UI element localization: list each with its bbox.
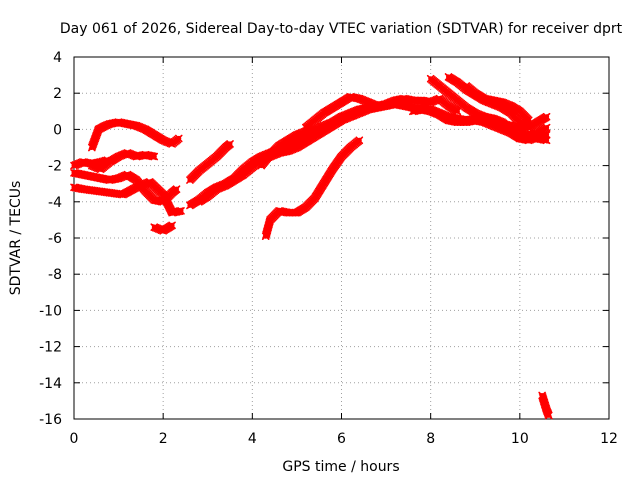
series-arc-5 [88, 118, 183, 152]
series-arc-12 [261, 136, 364, 240]
data-point-cross [453, 107, 462, 116]
y-tick-label: 0 [53, 122, 62, 138]
series-arc-6 [150, 221, 176, 235]
data-point-cross [177, 207, 185, 215]
x-tick-label: 2 [159, 431, 168, 447]
data-point-cross [355, 136, 364, 145]
data-point-cross [175, 207, 184, 215]
series-arc-18 [538, 391, 553, 420]
data-series [70, 73, 553, 420]
x-tick-label: 8 [426, 431, 435, 447]
series-arc-3 [70, 169, 181, 206]
data-point-cross [172, 185, 181, 193]
series-arc-4 [88, 149, 159, 174]
axis-ticks [73, 56, 610, 420]
y-tick-label: 4 [53, 50, 62, 66]
data-point-cross [148, 152, 157, 161]
y-tick-label: -16 [39, 412, 62, 428]
y-tick-label: -4 [48, 195, 62, 211]
data-point-cross [150, 152, 159, 161]
y-tick-label: -14 [39, 376, 62, 392]
data-point-cross [168, 221, 176, 230]
y-tick-label: -10 [39, 303, 62, 319]
y-axis-title: SDTVAR / TECUs [8, 181, 24, 296]
y-tick-label: -8 [48, 267, 62, 283]
x-tick-label: 12 [600, 431, 618, 447]
x-tick-label: 10 [511, 431, 529, 447]
data-point-cross [542, 112, 551, 121]
data-point-cross [542, 123, 551, 132]
y-tick-label: 2 [53, 86, 62, 102]
x-tick-label: 4 [248, 431, 257, 447]
x-axis-title: GPS time / hours [282, 459, 399, 475]
series-arc-17 [462, 82, 533, 125]
data-point-cross [545, 411, 553, 420]
x-axis-tick-labels: 0 2 4 6 8 10 12 [70, 431, 618, 447]
y-tick-label: -2 [48, 159, 62, 175]
data-point-cross [226, 140, 234, 148]
chart-title: Day 061 of 2026, Sidereal Day-to-day VTE… [60, 21, 623, 37]
y-tick-label: -12 [39, 340, 62, 356]
data-point-cross [524, 116, 533, 125]
series-arc-15 [426, 74, 551, 143]
data-point-cross [174, 134, 183, 143]
x-tick-label: 6 [337, 431, 346, 447]
y-tick-label: -6 [48, 231, 62, 247]
y-axis-tick-labels: -16 -14 -12 -10 -8 -6 -4 -2 0 2 4 [39, 50, 62, 428]
x-tick-label: 0 [70, 431, 79, 447]
series-arc-9 [186, 140, 234, 184]
